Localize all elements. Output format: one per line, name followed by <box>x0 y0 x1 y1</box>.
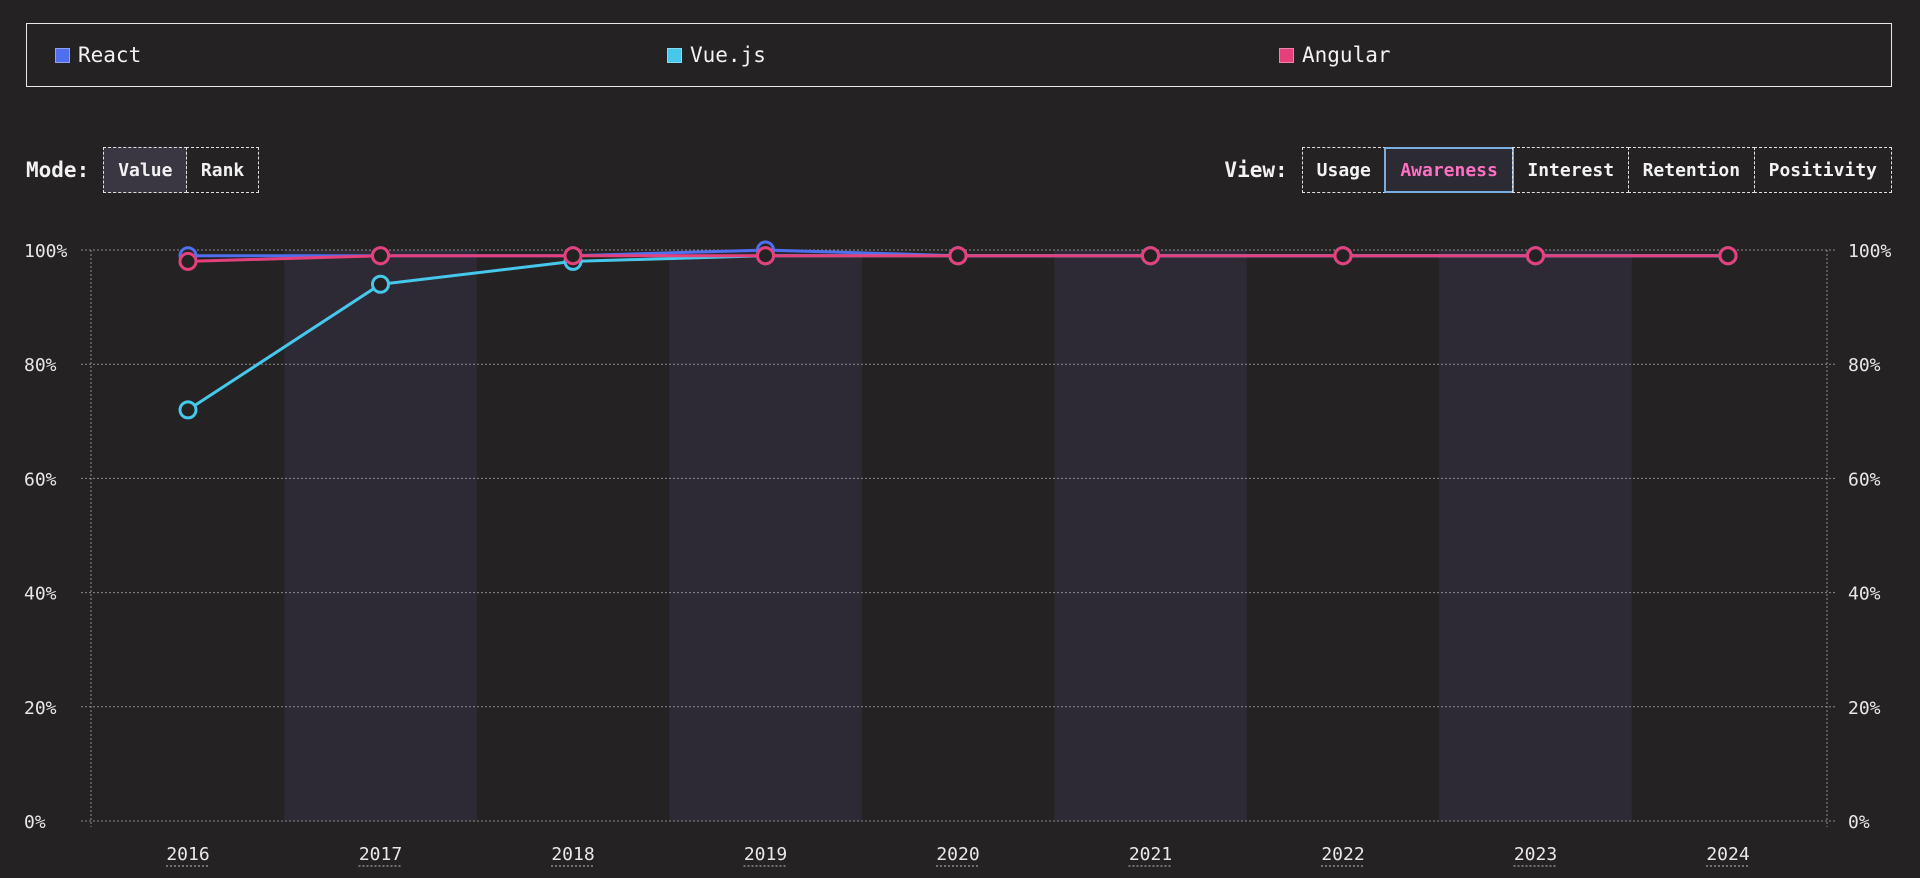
view-awareness-button[interactable]: Awareness <box>1384 147 1514 193</box>
data-point <box>1718 246 1738 266</box>
legend-label: Angular <box>1302 43 1391 67</box>
x-tick-label: 2022 <box>1321 844 1364 865</box>
vue-swatch <box>667 47 682 63</box>
view-usage-button[interactable]: Usage <box>1301 147 1386 193</box>
data-point <box>1526 246 1545 266</box>
data-point <box>563 246 583 266</box>
legend: React Vue.js Angular <box>26 23 1892 87</box>
x-tick-label: 2020 <box>936 844 979 865</box>
x-tick-label: 2024 <box>1706 844 1749 865</box>
y-tick-label-left: 20% <box>24 698 57 719</box>
x-tick-label: 2018 <box>551 844 594 865</box>
data-point <box>756 246 775 266</box>
column-band <box>1439 250 1632 821</box>
data-point <box>1333 246 1353 266</box>
view-label: View: <box>1224 158 1288 182</box>
view-control: View: Usage Awareness Interest Retention… <box>1224 147 1892 193</box>
series-line-vuejs <box>187 254 1728 412</box>
mode-value-button[interactable]: Value <box>103 147 188 193</box>
data-point <box>1141 246 1160 266</box>
y-tick-label-right: 0% <box>1848 812 1870 833</box>
x-tick-label: 2021 <box>1129 844 1172 865</box>
legend-item-react[interactable]: React <box>55 24 141 86</box>
mode-label: Mode: <box>26 158 90 182</box>
react-swatch <box>55 47 70 63</box>
legend-label: Vue.js <box>690 43 766 67</box>
data-point <box>178 246 198 266</box>
data-point <box>1718 246 1738 266</box>
data-point <box>1141 246 1160 266</box>
data-point <box>178 400 198 420</box>
view-interest-button[interactable]: Interest <box>1512 147 1630 193</box>
view-retention-button[interactable]: Retention <box>1627 147 1756 193</box>
data-point <box>756 246 775 266</box>
view-positivity-button[interactable]: Positivity <box>1753 147 1892 193</box>
data-point <box>371 246 390 266</box>
data-point <box>371 246 390 266</box>
data-point <box>1141 246 1160 266</box>
data-point <box>1718 246 1738 266</box>
y-tick-label-left: 100% <box>24 241 68 262</box>
y-tick-label-left: 0% <box>24 812 46 833</box>
y-tick-label-right: 40% <box>1848 584 1881 605</box>
data-point <box>948 246 968 266</box>
y-tick-label-left: 40% <box>24 584 57 605</box>
angular-swatch <box>1279 47 1294 63</box>
x-tick-label: 2019 <box>744 844 787 865</box>
data-point <box>563 246 583 266</box>
data-point <box>1526 246 1545 266</box>
data-point <box>1526 246 1545 266</box>
series-line-angular <box>187 254 1728 263</box>
legend-item-angular[interactable]: Angular <box>1279 24 1391 86</box>
series-line-react <box>188 248 1728 258</box>
mode-control: Mode: Value Rank <box>26 147 260 193</box>
column-band <box>1054 250 1247 821</box>
y-tick-label-left: 60% <box>24 469 57 490</box>
y-tick-label-right: 80% <box>1848 355 1881 376</box>
y-tick-label-right: 100% <box>1848 241 1892 262</box>
data-point <box>1333 246 1353 266</box>
legend-item-vue[interactable]: Vue.js <box>667 24 766 86</box>
mode-rank-button[interactable]: Rank <box>185 147 260 193</box>
column-band <box>669 250 862 821</box>
data-point <box>563 251 583 271</box>
y-tick-label-left: 80% <box>24 355 57 376</box>
y-tick-label-right: 20% <box>1848 698 1881 719</box>
x-tick-label: 2023 <box>1514 844 1557 865</box>
data-point <box>948 246 968 266</box>
data-point <box>756 240 775 260</box>
data-point <box>178 251 198 271</box>
x-tick-label: 2016 <box>166 844 209 865</box>
legend-label: React <box>78 43 142 67</box>
x-tick-label: 2017 <box>359 844 402 865</box>
column-band <box>284 250 477 821</box>
data-point <box>371 274 390 294</box>
y-tick-label-right: 60% <box>1848 469 1881 490</box>
data-point <box>948 246 968 266</box>
data-point <box>1333 246 1353 266</box>
